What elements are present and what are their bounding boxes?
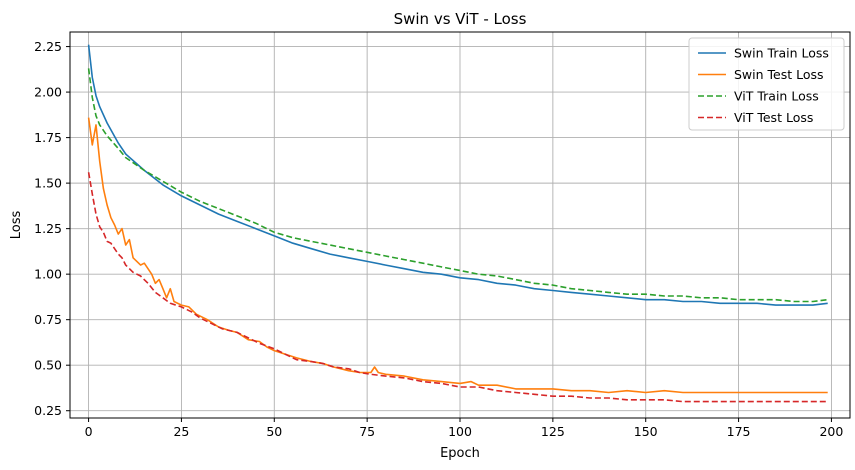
x-tick-label: 100 — [448, 424, 472, 439]
y-tick-label: 2.00 — [34, 85, 62, 100]
x-tick-label: 25 — [173, 424, 189, 439]
x-tick-label: 75 — [359, 424, 375, 439]
series-line-vit-train-loss — [87, 68, 828, 303]
x-tick-label: 150 — [634, 424, 658, 439]
legend-label: Swin Train Loss — [734, 46, 829, 61]
series-line-swin-test-loss — [87, 117, 828, 394]
series-layer — [87, 44, 828, 403]
y-tick-label: 2.25 — [34, 39, 62, 54]
chart-title: Swin vs ViT - Loss — [394, 10, 527, 28]
y-axis-title: Loss — [9, 211, 24, 240]
x-axis-title: Epoch — [440, 446, 480, 461]
y-tick-label: 1.75 — [34, 130, 62, 145]
y-tick-label: 1.00 — [34, 267, 62, 282]
legend-label: ViT Train Loss — [734, 89, 819, 104]
legend-label: Swin Test Loss — [734, 67, 824, 82]
series-line-vit-test-loss — [87, 172, 828, 403]
legend-box — [688, 37, 845, 131]
series-line-swin-train-loss — [87, 44, 828, 306]
y-tick-label: 0.75 — [34, 312, 62, 327]
x-tick-label: 125 — [541, 424, 565, 439]
legend-label: ViT Test Loss — [734, 110, 813, 125]
y-tick-label: 0.25 — [34, 403, 62, 418]
legend: Swin Train Loss Swin Test Loss ViT Train L… — [688, 37, 845, 131]
grid-lines — [70, 32, 850, 418]
y-tick-label: 0.50 — [34, 358, 62, 373]
x-tick-label: 50 — [266, 424, 282, 439]
x-tick-label: 0 — [85, 424, 93, 439]
x-tick-label: 200 — [819, 424, 843, 439]
y-tick-label: 1.50 — [34, 176, 62, 191]
x-tick-label: 175 — [727, 424, 751, 439]
tick-layer: 0 25 50 75 100 125 150 175 200 0.25 0.50 0.75 1.00 1.… — [34, 39, 843, 439]
y-tick-label: 1.25 — [34, 221, 62, 236]
